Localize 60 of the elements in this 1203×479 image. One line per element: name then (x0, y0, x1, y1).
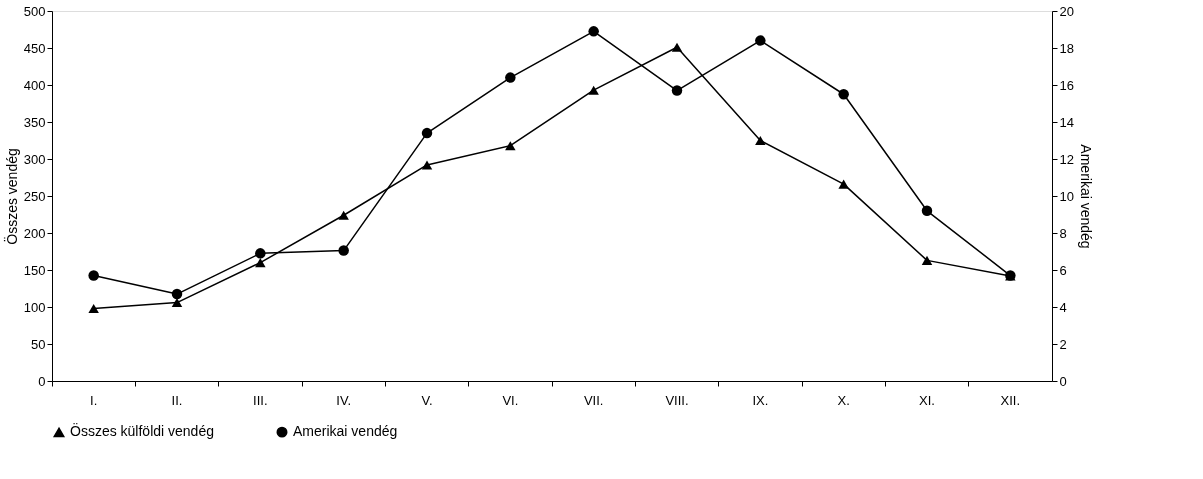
y-tick-label: 100 (23, 299, 46, 315)
point (755, 135, 766, 146)
y-tick-label: 150 (23, 262, 46, 278)
legend-label: Amerikai vendég (293, 423, 398, 440)
point (255, 258, 266, 268)
y2-tick-label: 8 (1059, 225, 1067, 241)
y2-tick-label: 20 (1059, 3, 1074, 19)
point (671, 42, 683, 52)
x-tick-label: XII. (1000, 392, 1021, 408)
y2-tick-label: 18 (1059, 40, 1074, 56)
y-tick-label: 300 (23, 151, 46, 167)
point (588, 85, 599, 95)
x-tick-label: II. (171, 392, 183, 408)
y-tick-label: 400 (23, 77, 46, 93)
point (838, 89, 849, 100)
x-tick-label: XI. (919, 392, 935, 408)
y-tick-label: 250 (23, 188, 46, 204)
point (88, 270, 99, 281)
y2-axis-title: Amerikai vendég (1077, 144, 1094, 249)
y2-tick-label: 16 (1059, 77, 1074, 93)
y-tick-label: 0 (38, 373, 46, 389)
legend-label: Összes külföldi vendég (70, 422, 214, 440)
point (921, 255, 933, 265)
x-tick-label: X. (837, 392, 850, 408)
x-tick-label: VII. (583, 392, 604, 408)
y-tick-label: 200 (23, 225, 46, 241)
x-tick-label: V. (421, 392, 433, 408)
x-tick-label: III. (253, 392, 268, 408)
x-tick-label: VI. (502, 392, 519, 408)
point (338, 245, 349, 256)
point (171, 298, 183, 308)
point (255, 248, 266, 259)
point (338, 210, 349, 220)
x-tick-label: I. (90, 392, 98, 408)
point (921, 205, 933, 217)
x-tick-label: VIII. (665, 392, 689, 408)
y-axis-title: Összes vendég (2, 148, 20, 245)
y-tick-label: 450 (23, 40, 46, 56)
y2-tick-label: 4 (1059, 299, 1067, 315)
point (421, 160, 433, 170)
y2-tick-label: 6 (1059, 262, 1067, 278)
point (505, 72, 516, 83)
y2-tick-label: 14 (1059, 114, 1074, 130)
x-tick-label: IV. (336, 392, 352, 408)
y2-tick-label: 2 (1059, 336, 1067, 352)
y2-tick-label: 0 (1059, 373, 1067, 389)
y-tick-label: 50 (31, 336, 46, 352)
x-tick-label: IX. (752, 392, 769, 408)
point (671, 85, 683, 96)
point (838, 179, 849, 189)
y-tick-label: 350 (23, 114, 46, 130)
point (421, 127, 433, 139)
y-tick-label: 500 (23, 3, 46, 19)
point (505, 141, 516, 151)
point (755, 35, 766, 46)
y2-tick-label: 12 (1059, 151, 1074, 167)
point (171, 288, 183, 300)
point (588, 26, 599, 37)
y2-tick-label: 10 (1059, 188, 1074, 204)
point (88, 303, 99, 314)
